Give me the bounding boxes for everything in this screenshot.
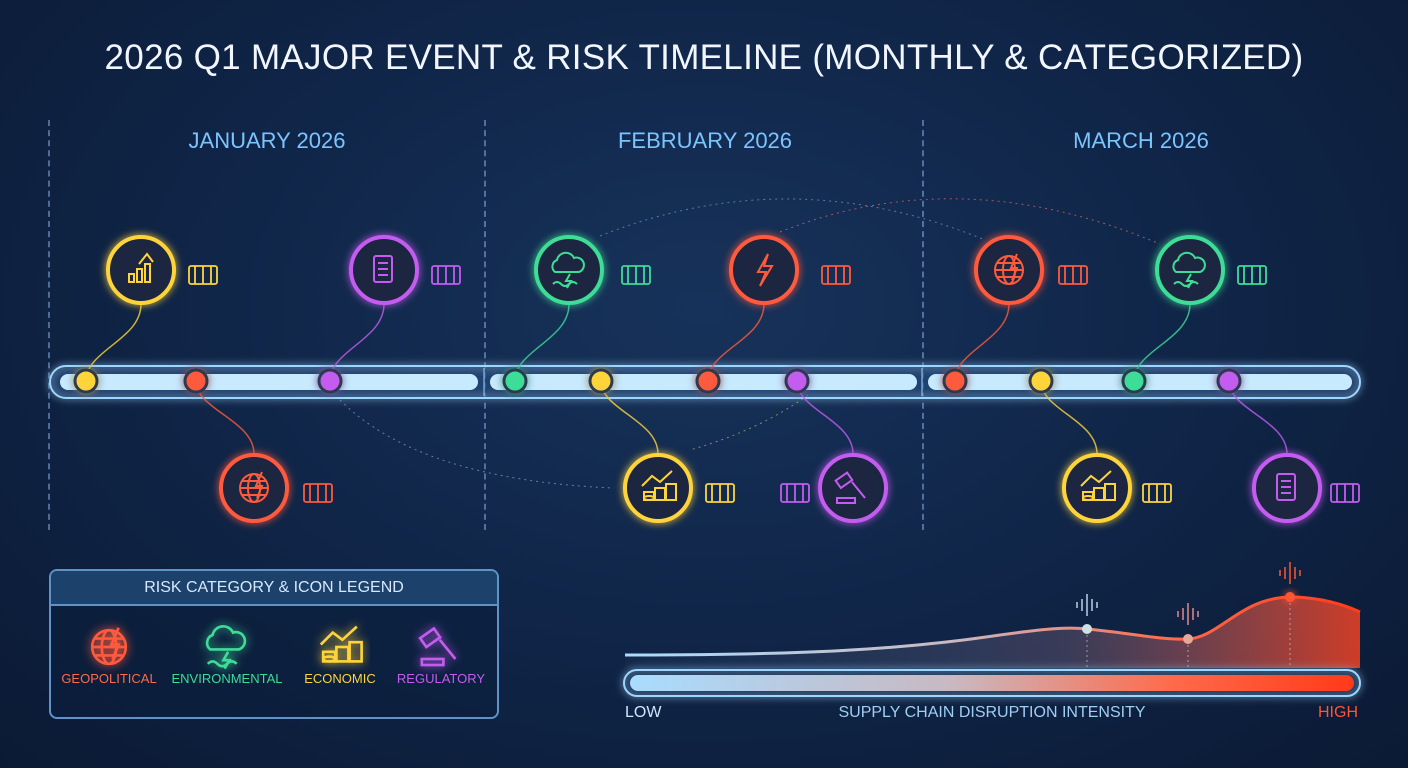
blocked-container-icon (1058, 265, 1088, 285)
gavel-icon (418, 626, 457, 667)
month-header-february: FEBRUARY 2026 (617, 128, 793, 153)
shipping-container-icon (188, 265, 218, 285)
month-header-january: JANUARY 2026 (188, 128, 346, 153)
event-geopolitical[interactable] (942, 235, 1088, 394)
lock-icon (780, 483, 810, 503)
lightning-icon (756, 253, 774, 287)
timeline-dot[interactable] (942, 368, 968, 394)
event-environmental[interactable] (1121, 235, 1267, 394)
month-divider (484, 120, 486, 530)
intensity-area (625, 597, 1360, 668)
timeline-dot[interactable] (1121, 368, 1147, 394)
globe-lightning-icon (994, 253, 1024, 285)
event-node[interactable] (818, 453, 888, 523)
event-geopolitical[interactable] (695, 235, 851, 394)
timeline-dot[interactable] (1216, 368, 1242, 394)
event-regulatory[interactable] (317, 235, 461, 394)
risk-legend: RISK CATEGORY & ICON LEGEND GEOPOLITICAL… (49, 569, 499, 719)
globe-lightning-icon (90, 627, 128, 666)
timeline-dot[interactable] (183, 368, 209, 394)
document-scroll-icon (1276, 473, 1296, 501)
legend-title: RISK CATEGORY & ICON LEGEND (51, 571, 497, 606)
coins-trend-down-icon (1080, 470, 1116, 501)
month-divider (48, 120, 50, 530)
road-barrier-icon (303, 483, 333, 503)
event-node[interactable] (729, 235, 799, 305)
event-regulatory[interactable] (780, 368, 888, 523)
timeline-dot[interactable] (73, 368, 99, 394)
euro-dollar-icon (705, 483, 735, 503)
coins-trend-up-icon (641, 470, 677, 501)
legend-label-geopolitical: GEOPOLITICAL (61, 671, 157, 686)
cross-event-links (339, 198, 1161, 489)
event-economic[interactable] (588, 368, 735, 523)
timeline-dot[interactable] (784, 368, 810, 394)
timeline-dot[interactable] (1028, 368, 1054, 394)
storm-cloud-icon (1172, 251, 1206, 289)
cargo-ship-icon (1237, 265, 1267, 285)
legend-label-regulatory: REGULATORY (396, 671, 486, 686)
coins-trend-icon (319, 625, 363, 663)
intensity-peak-marker (1183, 634, 1193, 644)
event-node[interactable] (1155, 235, 1225, 305)
intensity-peak-marker (1082, 624, 1092, 634)
event-economic[interactable] (1028, 368, 1172, 523)
fuel-pump-icon (1330, 483, 1360, 503)
storm-wave-icon (551, 251, 585, 289)
legend-label-environmental: ENVIRONMENTAL (171, 671, 283, 686)
tank-icon (821, 265, 851, 285)
intensity-title: SUPPLY CHAIN DISRUPTION INTENSITY (838, 704, 1146, 721)
event-regulatory[interactable] (1216, 368, 1360, 523)
intensity-high-label: HIGH (1318, 704, 1358, 721)
month-header-march: MARCH 2026 (1073, 128, 1209, 153)
page-title: 2026 Q1 MAJOR EVENT & RISK TIMELINE (MON… (104, 38, 1304, 77)
document-scroll-icon (373, 255, 393, 283)
timeline-dot[interactable] (502, 368, 528, 394)
timeline-dot[interactable] (695, 368, 721, 394)
sinking-ship-icon (621, 265, 651, 285)
event-economic[interactable] (73, 235, 218, 394)
legend-label-economic: ECONOMIC (304, 671, 376, 686)
intensity-low-label: LOW (625, 704, 662, 721)
port-crane-icon (431, 265, 461, 285)
month-divider (922, 120, 924, 530)
intensity-peak-marker (1285, 592, 1295, 602)
timeline-dot[interactable] (317, 368, 343, 394)
chart-down-icon (1142, 483, 1172, 503)
chart-up-icon (128, 252, 154, 283)
intensity-chart (623, 562, 1361, 697)
gavel-icon (834, 471, 866, 504)
signal-icon (1076, 562, 1301, 625)
event-node[interactable] (534, 235, 604, 305)
timeline-dot[interactable] (588, 368, 614, 394)
event-environmental[interactable] (502, 235, 651, 394)
event-geopolitical[interactable] (183, 368, 333, 523)
storm-cloud-wave-icon (205, 625, 247, 670)
globe-lightning-icon (239, 471, 269, 503)
